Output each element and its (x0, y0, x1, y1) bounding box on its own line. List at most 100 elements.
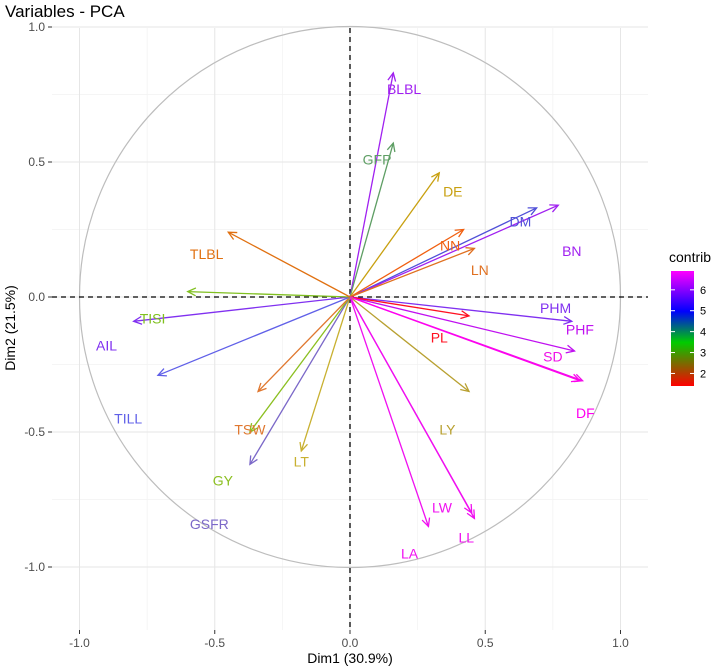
arrow-gy (249, 296, 351, 434)
arrow-shaft (249, 296, 351, 465)
arrow-head (563, 315, 574, 325)
variable-label-gsfr: GSFR (190, 516, 229, 532)
arrow-la (349, 296, 431, 528)
variable-label-ll: LL (459, 529, 475, 545)
arrow-head (431, 171, 441, 182)
arrow-lt (299, 296, 351, 453)
arrow-shaft (349, 247, 475, 298)
arrow-head (463, 503, 473, 515)
arrow-shaft (157, 296, 351, 376)
arrow-shaft (257, 296, 351, 392)
legend-tick-label: 5 (700, 306, 706, 318)
arrow-till (156, 296, 351, 377)
arrow-gsfr (249, 296, 351, 466)
arrow-shaft (349, 207, 537, 298)
variable-label-tisi: TISI (140, 311, 166, 327)
arrow-shaft (349, 296, 470, 317)
arrow-head (249, 455, 258, 466)
arrow-head (387, 71, 397, 82)
y-axis-title: Dim2 (21.5%) (2, 285, 18, 371)
arrow-tisi (186, 287, 351, 298)
arrow-phf (349, 296, 576, 354)
arrow-phm (349, 296, 574, 325)
variable-label-df: DF (576, 405, 595, 421)
arrow-shaft (349, 228, 464, 298)
arrow-shaft (349, 204, 559, 298)
arrow-shaft (227, 231, 351, 298)
arrow-head (460, 310, 471, 320)
legend-tick-label: 3 (700, 348, 706, 360)
arrow-shaft (349, 142, 394, 298)
arrow-head (570, 373, 582, 383)
arrow-shaft (349, 296, 572, 322)
variable-label-lt: LT (294, 454, 310, 470)
arrow-head (386, 141, 396, 153)
variable-label-lw: LW (432, 500, 453, 516)
y-tick-label: 0.0 (28, 290, 45, 304)
arrow-ail (132, 296, 351, 325)
y-tick-label: -1.0 (24, 560, 45, 574)
x-tick-label: 0.0 (342, 636, 359, 650)
arrow-dm (349, 207, 538, 298)
arrow-head (249, 423, 259, 434)
legend-tick-label: 6 (700, 285, 706, 297)
arrow-tlbl (226, 231, 351, 298)
arrow-head (299, 441, 308, 453)
variable-label-ln: LN (471, 262, 489, 278)
variable-label-ly: LY (439, 421, 456, 437)
variable-label-till: TILL (114, 411, 142, 427)
arrow-shaft (349, 172, 440, 298)
variable-labels: BLBL GFP DE DM BN NN LN PHM PHF PL SD DF LY LW LL LA LT G… (96, 81, 595, 561)
variable-label-gfp: GFP (363, 151, 392, 167)
variable-label-pl: PL (431, 330, 448, 346)
variable-label-bn: BN (562, 243, 581, 259)
arrow-ly (349, 296, 471, 393)
arrow-shaft (349, 296, 430, 527)
x-tick-label: 1.0 (612, 636, 629, 650)
arrow-shaft (187, 290, 351, 298)
variable-label-phf: PHF (566, 321, 594, 337)
legend-title: contrib (669, 249, 711, 265)
arrow-shaft (349, 296, 581, 382)
legend: contrib 2 3 4 5 6 (669, 249, 711, 386)
arrow-head (460, 383, 471, 393)
variable-label-dm: DM (510, 213, 532, 229)
x-tick-label: -1.0 (69, 636, 90, 650)
arrow-shaft (249, 296, 351, 433)
y-tick-label: -0.5 (24, 425, 45, 439)
variable-label-ail: AIL (96, 338, 117, 354)
x-axis-title: Dim1 (30.9%) (307, 650, 393, 666)
arrow-ln (349, 247, 476, 298)
variable-label-la: LA (401, 546, 419, 562)
legend-tick-label: 4 (700, 327, 706, 339)
arrow-nn (349, 228, 465, 298)
arrow-bn (349, 204, 560, 298)
variable-label-de: DE (443, 184, 462, 200)
legend-ticks: 2 3 4 5 6 (671, 285, 706, 380)
x-tick-label: -0.5 (204, 636, 225, 650)
variable-label-gy: GY (213, 473, 234, 489)
arrow-head (226, 231, 238, 240)
arrow-gfp (349, 141, 396, 298)
arrow-head (132, 315, 143, 325)
variable-label-blbl: BLBL (387, 81, 421, 97)
arrow-blbl (349, 71, 397, 298)
arrow-shaft (133, 296, 351, 322)
arrow-pl (349, 296, 471, 320)
arrow-head (549, 204, 560, 213)
arrow-head (565, 344, 576, 354)
legend-colorbar (671, 271, 694, 386)
arrow-head (186, 287, 197, 297)
legend-tick-label: 2 (700, 368, 706, 380)
arrow-head (466, 509, 476, 520)
arrow-de (349, 171, 441, 298)
arrow-head (156, 368, 167, 377)
arrow-shaft (349, 296, 473, 514)
y-tick-label: 0.5 (28, 155, 45, 169)
variable-label-phm: PHM (540, 300, 571, 316)
arrow-tsw (256, 296, 351, 393)
arrow-ll (349, 296, 473, 515)
x-axis-ticks: -1.0 -0.5 0.0 0.5 1.0 (69, 630, 629, 650)
variable-arrows (132, 71, 585, 528)
